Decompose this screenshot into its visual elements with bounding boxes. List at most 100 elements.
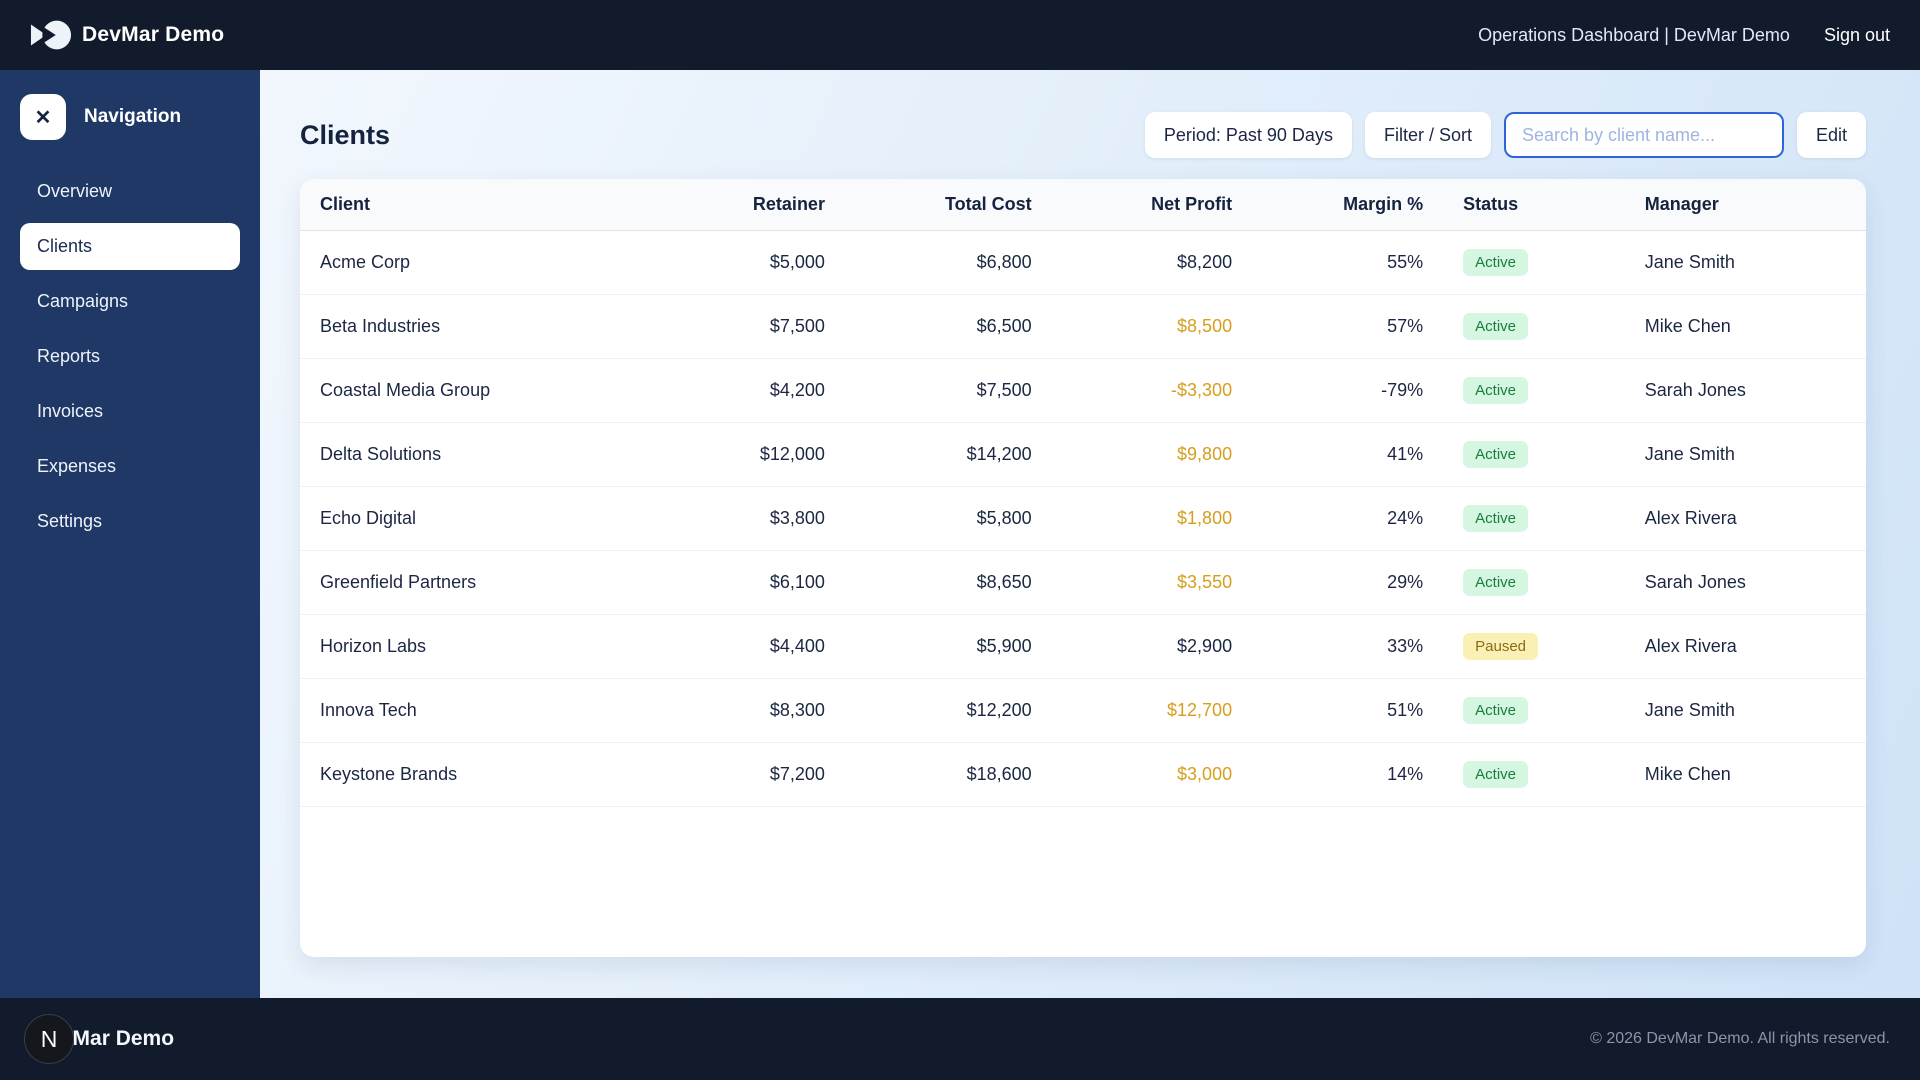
total-cost-cell: $12,200 [844, 678, 1052, 743]
status-badge: Active [1463, 313, 1528, 340]
top-bar: DevMar Demo Operations Dashboard | DevMa… [0, 0, 1920, 70]
sidebar-close-button[interactable]: ✕ [20, 94, 66, 140]
avatar[interactable]: N [24, 1014, 74, 1064]
margin-cell: -79% [1252, 358, 1444, 423]
total-cost-cell: $14,200 [844, 422, 1052, 487]
client-name-cell: Greenfield Partners [300, 550, 645, 615]
sidebar-item-overview[interactable]: Overview [37, 181, 113, 201]
column-header-client: Client [300, 179, 645, 231]
net-profit-cell: $8,500 [1051, 294, 1253, 359]
page-title: Clients [300, 119, 391, 150]
total-cost-cell: $18,600 [844, 742, 1052, 807]
search-input[interactable] [1503, 112, 1784, 158]
margin-cell: 14% [1252, 742, 1444, 807]
margin-cell: 41% [1252, 422, 1444, 487]
net-profit-cell: $2,900 [1051, 614, 1253, 679]
status-cell: Paused [1443, 614, 1625, 679]
sidebar-title: Navigation [84, 106, 182, 127]
status-badge: Active [1463, 505, 1528, 532]
net-profit-cell: $8,200 [1051, 230, 1253, 295]
table-row: Horizon Labs $4,400 $5,900 $2,900 33% Pa… [300, 614, 1866, 679]
column-header-total-cost: Total Cost [844, 179, 1052, 231]
column-header-margin: Margin % [1252, 179, 1444, 231]
total-cost-cell: $8,650 [844, 550, 1052, 615]
net-profit-cell: $12,700 [1051, 678, 1253, 743]
retainer-cell: $8,300 [644, 678, 845, 743]
client-name-cell: Coastal Media Group [300, 358, 645, 423]
retainer-cell: $5,000 [644, 230, 845, 295]
sign-out-link[interactable]: Sign out [1823, 24, 1890, 45]
sidebar-item-expenses[interactable]: Expenses [37, 456, 117, 476]
table-row: Innova Tech $8,300 $12,200 $12,700 51% A… [300, 678, 1866, 743]
table-row: Coastal Media Group $4,200 $7,500 -$3,30… [300, 358, 1866, 423]
manager-cell: Mike Chen [1624, 294, 1866, 359]
margin-cell: 24% [1252, 486, 1444, 551]
sidebar: ✕ Navigation Overview Clients Campaigns … [0, 70, 260, 998]
status-cell: Active [1443, 230, 1625, 295]
net-profit-cell: $9,800 [1051, 422, 1253, 487]
sidebar-item-reports[interactable]: Reports [37, 346, 101, 366]
manager-cell: Sarah Jones [1624, 550, 1866, 615]
toolbar: Period: Past 90 Days Filter / Sort Edit [1144, 112, 1866, 158]
client-name-cell: Beta Industries [300, 294, 645, 359]
table-row: Echo Digital $3,800 $5,800 $1,800 24% Ac… [300, 486, 1866, 551]
net-profit-cell: $1,800 [1051, 486, 1253, 551]
edit-button[interactable]: Edit [1796, 112, 1866, 158]
brand-logo-icon [30, 20, 72, 50]
status-cell: Active [1443, 678, 1625, 743]
status-cell: Active [1443, 742, 1625, 807]
column-header-retainer: Retainer [644, 179, 845, 231]
total-cost-cell: $6,500 [844, 294, 1052, 359]
net-profit-cell: $3,000 [1051, 742, 1253, 807]
table-row: Beta Industries $7,500 $6,500 $8,500 57%… [300, 294, 1866, 359]
client-name-cell: Echo Digital [300, 486, 645, 551]
status-badge: Active [1463, 697, 1528, 724]
manager-cell: Jane Smith [1624, 678, 1866, 743]
table-header-row: Client Retainer Total Cost Net Profit Ma… [300, 179, 1866, 231]
sidebar-item-campaigns[interactable]: Campaigns [37, 291, 129, 311]
brand-name: DevMar Demo [82, 23, 225, 46]
brand: DevMar Demo [30, 17, 224, 53]
manager-cell: Mike Chen [1624, 742, 1866, 807]
filter-sort-button[interactable]: Filter / Sort [1364, 112, 1491, 158]
status-badge: Active [1463, 249, 1528, 276]
status-cell: Active [1443, 550, 1625, 615]
table-row: Delta Solutions $12,000 $14,200 $9,800 4… [300, 422, 1866, 487]
sidebar-item-settings[interactable]: Settings [37, 511, 103, 531]
manager-cell: Alex Rivera [1624, 614, 1866, 679]
clients-table: Client Retainer Total Cost Net Profit Ma… [300, 179, 1866, 807]
status-badge: Active [1463, 761, 1528, 788]
period-button[interactable]: Period: Past 90 Days [1144, 112, 1352, 158]
net-profit-cell: -$3,300 [1051, 358, 1253, 423]
column-header-status: Status [1443, 179, 1625, 231]
client-name-cell: Acme Corp [300, 230, 645, 295]
sidebar-item-clients[interactable]: Clients [20, 223, 240, 270]
clients-table-body: Acme Corp $5,000 $6,800 $8,200 55% Activ… [300, 230, 1866, 807]
retainer-cell: $4,200 [644, 358, 845, 423]
margin-cell: 33% [1252, 614, 1444, 679]
margin-cell: 29% [1252, 550, 1444, 615]
margin-cell: 51% [1252, 678, 1444, 743]
client-name-cell: Keystone Brands [300, 742, 645, 807]
footer-brand: DevMar Demo N [24, 998, 174, 1080]
margin-cell: 57% [1252, 294, 1444, 359]
main-content: Clients Period: Past 90 Days Filter / So… [260, 70, 1920, 998]
table-row: Greenfield Partners $6,100 $8,650 $3,550… [300, 550, 1866, 615]
status-cell: Active [1443, 422, 1625, 487]
status-badge: Active [1463, 569, 1528, 596]
retainer-cell: $3,800 [644, 486, 845, 551]
retainer-cell: $7,500 [644, 294, 845, 359]
status-badge: Active [1463, 441, 1528, 468]
close-icon: ✕ [34, 106, 52, 129]
status-cell: Active [1443, 486, 1625, 551]
status-cell: Active [1443, 358, 1625, 423]
client-name-cell: Innova Tech [300, 678, 645, 743]
copyright-text: © 2026 DevMar Demo. All rights reserved. [1590, 1030, 1890, 1047]
net-profit-cell: $3,550 [1051, 550, 1253, 615]
status-badge: Paused [1463, 633, 1539, 660]
manager-cell: Jane Smith [1624, 422, 1866, 487]
status-badge: Active [1463, 377, 1528, 404]
sidebar-item-invoices[interactable]: Invoices [37, 401, 104, 421]
manager-cell: Sarah Jones [1624, 358, 1866, 423]
total-cost-cell: $6,800 [844, 230, 1052, 295]
